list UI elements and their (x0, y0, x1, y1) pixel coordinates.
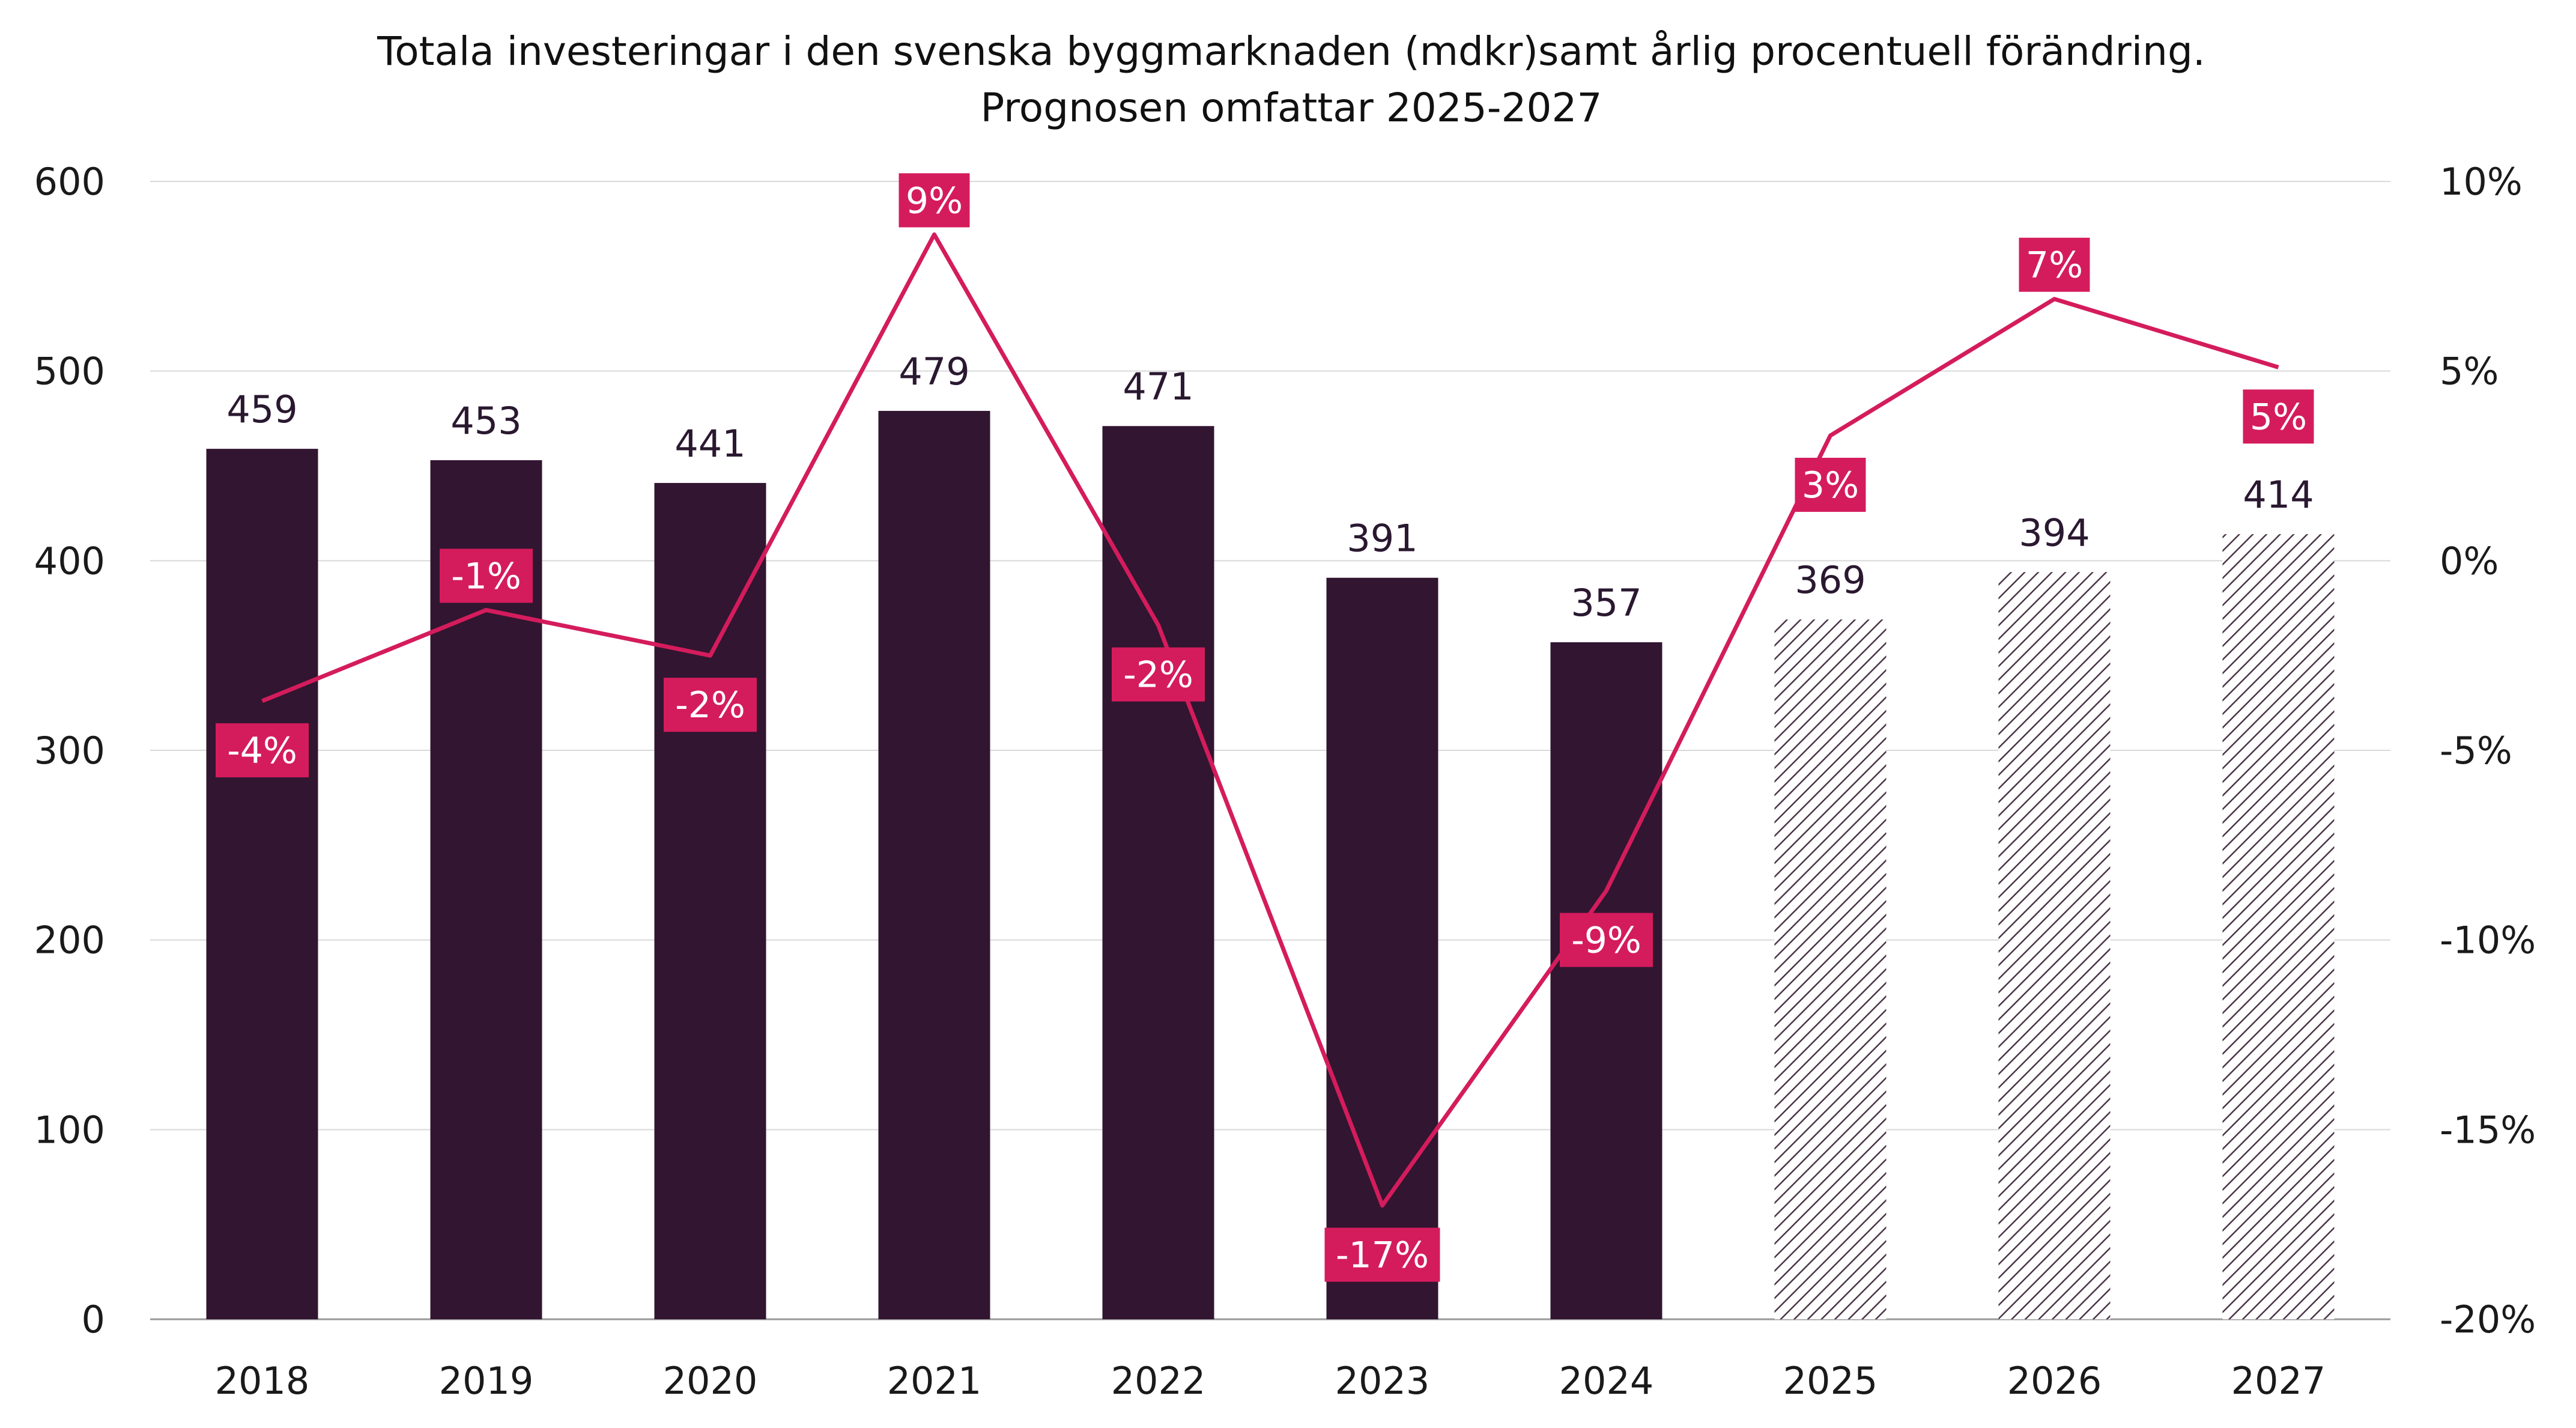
change-line (261, 232, 2279, 1208)
bar-value-label: 414 (2243, 473, 2314, 517)
bar-value-label: 357 (1571, 581, 1641, 625)
bar-value-label: 441 (674, 422, 745, 466)
percent-label-box (1324, 1227, 1440, 1282)
x-axis-tick: 2023 (1335, 1359, 1430, 1403)
line-series (261, 232, 2279, 1208)
bar-value-label: 394 (2019, 511, 2090, 554)
left-axis-tick: 200 (34, 919, 105, 962)
x-axis-tick: 2026 (2007, 1359, 2102, 1403)
percent-label: -1% (451, 555, 521, 597)
left-axis: 0 100 200 300 400 500 600 (34, 160, 105, 1341)
percent-label: 7% (2026, 245, 2083, 287)
left-axis-tick: 300 (34, 729, 105, 773)
forecast-bar (1998, 572, 2111, 1319)
percent-label-box (1112, 647, 1205, 702)
x-axis-tick: 2025 (1783, 1359, 1878, 1403)
x-axis-tick: 2021 (887, 1359, 982, 1403)
bar-value-label: 471 (1123, 365, 1193, 409)
x-axis-tick: 2019 (439, 1359, 534, 1403)
left-axis-tick: 0 (82, 1298, 105, 1341)
percent-label-box (2019, 237, 2090, 292)
right-axis-tick: -20% (2440, 1298, 2536, 1341)
right-axis-tick: -15% (2440, 1108, 2536, 1152)
bar-value-label: 453 (450, 399, 521, 443)
left-axis-tick: 400 (34, 539, 105, 583)
bar (206, 449, 318, 1319)
percent-label: -2% (1123, 654, 1193, 696)
percent-label: 9% (906, 180, 963, 222)
bar-value-label: 369 (1795, 558, 1865, 602)
forecast-bar (2222, 534, 2335, 1319)
forecast-bar (1774, 619, 1887, 1319)
bar (1326, 577, 1438, 1319)
right-axis-tick: 0% (2440, 539, 2499, 583)
bar-value-label: 391 (1347, 517, 1417, 561)
bar-series (206, 410, 2335, 1320)
left-axis-tick: 600 (34, 160, 105, 204)
left-axis-tick: 500 (34, 350, 105, 393)
percent-label: 5% (2250, 396, 2307, 438)
percent-labels: -4% -1% -2% 9% -2% -17% -9% 3% 7% 5% (216, 173, 2314, 1282)
percent-label-box (1795, 457, 1866, 512)
right-axis-tick: -5% (2440, 729, 2512, 773)
right-axis-tick: -10% (2440, 919, 2536, 962)
percent-label-box (216, 723, 309, 777)
x-axis-tick: 2020 (663, 1359, 758, 1403)
left-axis-tick: 100 (34, 1108, 105, 1152)
percent-label: -4% (227, 730, 297, 772)
bar-value-labels: 459 453 441 479 471 391 357 369 394 414 (226, 350, 2314, 625)
percent-label-box (899, 173, 970, 228)
x-axis-tick: 2027 (2231, 1359, 2326, 1403)
bar (1102, 426, 1214, 1320)
bar-value-label: 479 (899, 350, 969, 393)
x-axis: 2018 2019 2020 2021 2022 2023 2024 2025 2026 2027 (215, 1359, 2326, 1403)
percent-label: -17% (1336, 1235, 1429, 1277)
percent-label-box (664, 678, 757, 732)
bar (878, 410, 990, 1319)
bar (1550, 642, 1662, 1319)
right-axis-tick: 10% (2440, 160, 2523, 204)
percent-label-box (2243, 389, 2314, 444)
x-axis-tick: 2018 (215, 1359, 310, 1403)
bar-value-label: 459 (226, 387, 297, 431)
bar (654, 482, 766, 1320)
x-axis-tick: 2022 (1111, 1359, 1206, 1403)
x-axis-tick: 2024 (1559, 1359, 1654, 1403)
percent-label: -2% (675, 684, 745, 726)
right-axis: -20% -15% -10% -5% 0% 5% 10% (2440, 160, 2536, 1341)
chart-subtitle: Prognosen omfattar 2025-2027 (980, 85, 1602, 131)
percent-label-box (1560, 913, 1653, 967)
percent-label-box (440, 548, 533, 603)
bar (430, 460, 542, 1319)
right-axis-tick: 5% (2440, 350, 2499, 393)
percent-label: 3% (1802, 464, 1859, 506)
chart-title: Totala investeringar i den svenska byggm… (377, 28, 2205, 74)
percent-label: -9% (1571, 920, 1641, 962)
